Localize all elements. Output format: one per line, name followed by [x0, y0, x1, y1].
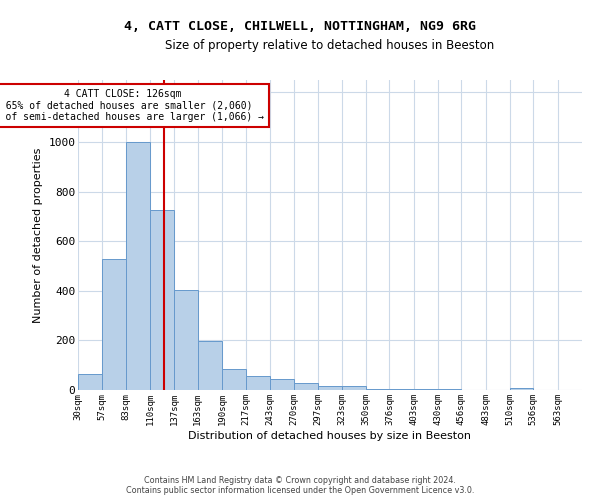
Bar — [294, 382, 319, 390]
X-axis label: Distribution of detached houses by size in Beeston: Distribution of detached houses by size … — [188, 430, 472, 440]
Bar — [342, 386, 366, 390]
Bar — [414, 389, 438, 390]
Bar — [222, 369, 247, 390]
Text: Contains HM Land Registry data © Crown copyright and database right 2024.
Contai: Contains HM Land Registry data © Crown c… — [126, 476, 474, 495]
Bar — [438, 389, 461, 390]
Bar — [175, 290, 198, 390]
Bar — [247, 376, 270, 390]
Bar — [319, 386, 342, 390]
Bar — [150, 210, 175, 390]
Bar — [389, 389, 414, 390]
Y-axis label: Number of detached properties: Number of detached properties — [32, 148, 43, 322]
Bar — [198, 341, 222, 390]
Bar — [126, 142, 150, 390]
Bar — [270, 379, 294, 390]
Text: 4 CATT CLOSE: 126sqm
← 65% of detached houses are smaller (2,060)
34% of semi-de: 4 CATT CLOSE: 126sqm ← 65% of detached h… — [0, 88, 264, 122]
Bar — [103, 258, 126, 390]
Bar — [366, 389, 389, 390]
Bar — [510, 388, 533, 390]
Bar — [78, 374, 102, 390]
Text: 4, CATT CLOSE, CHILWELL, NOTTINGHAM, NG9 6RG: 4, CATT CLOSE, CHILWELL, NOTTINGHAM, NG9… — [124, 20, 476, 33]
Title: Size of property relative to detached houses in Beeston: Size of property relative to detached ho… — [166, 40, 494, 52]
